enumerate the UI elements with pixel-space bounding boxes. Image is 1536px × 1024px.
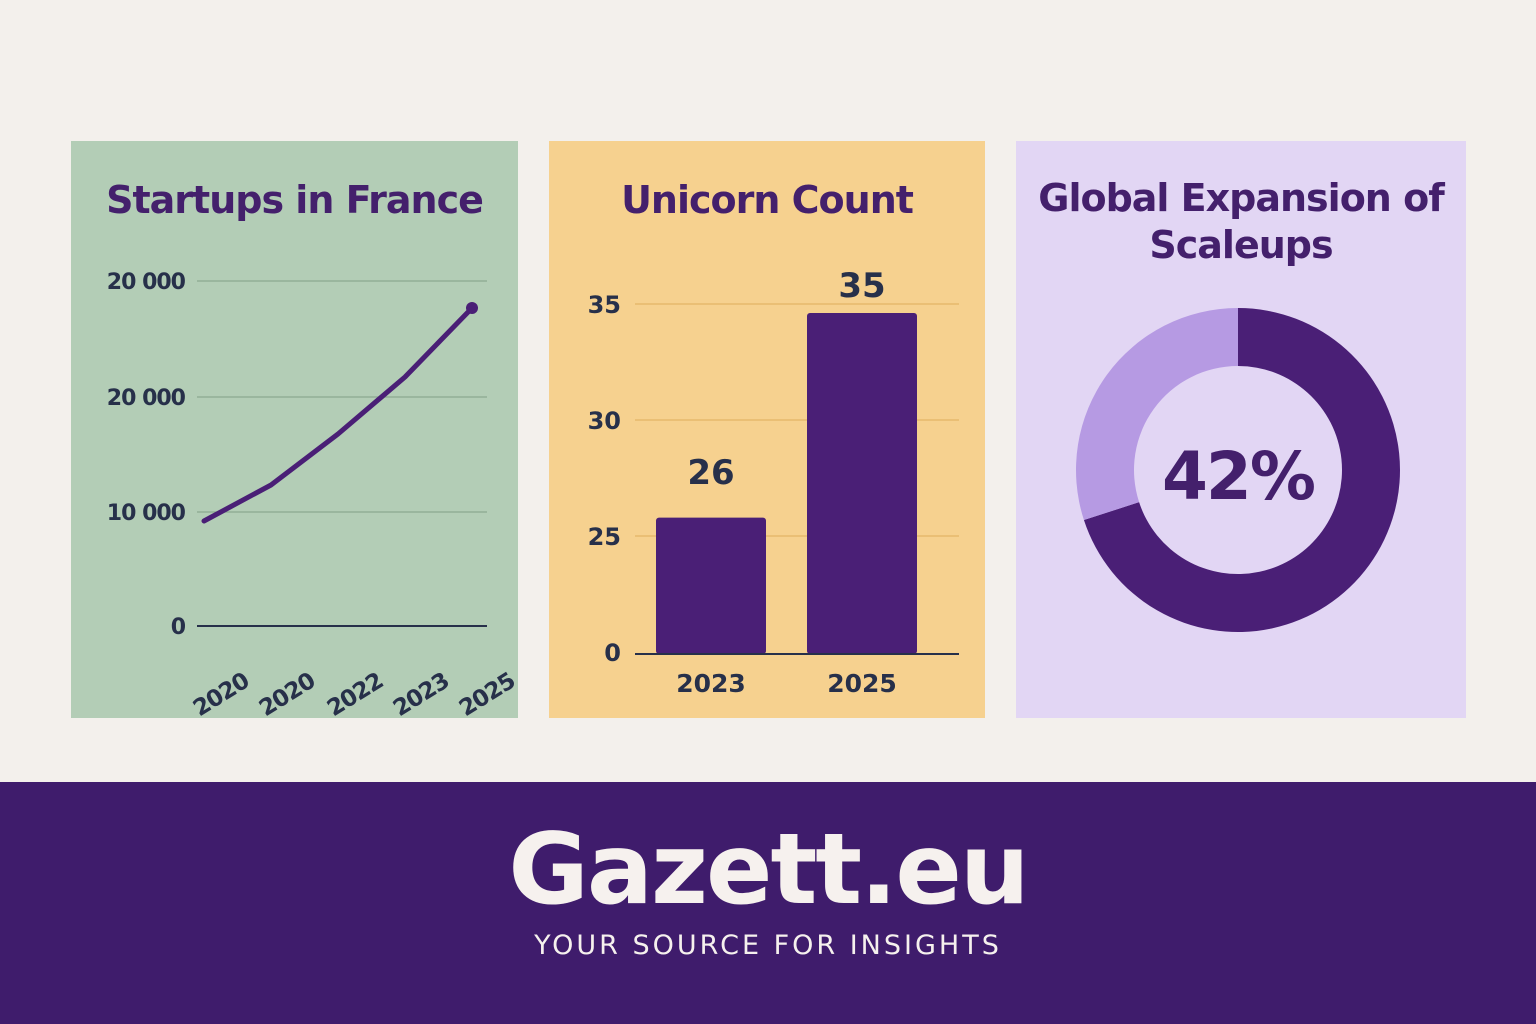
y-tick-label: 0 <box>604 639 621 667</box>
x-tick-label: 2023 <box>676 669 746 698</box>
y-tick-label: 20 000 <box>107 386 186 411</box>
x-tick-label: 2022 <box>323 668 388 718</box>
chart-title: Startups in France <box>106 178 484 222</box>
bar <box>656 517 766 654</box>
bar-value-label: 35 <box>838 266 885 306</box>
y-tick-label: 0 <box>171 615 186 640</box>
footer-banner <box>0 782 1536 1024</box>
unicorn-bar-chart: 0 25 30 35 2023 2025 26 35 <box>588 266 959 698</box>
x-tick-label: 2020 <box>189 668 254 718</box>
bar <box>807 313 917 654</box>
donut-slice <box>1076 308 1238 521</box>
donut-slice <box>1083 308 1400 632</box>
chart-title: Global Expansion of Scaleups <box>1038 176 1444 267</box>
y-tick-label: 25 <box>588 523 621 551</box>
unicorn-chart-panel: Unicorn Count 0 25 30 35 2023 2025 26 35 <box>549 141 985 718</box>
x-tick-label: 2020 <box>255 668 320 718</box>
chart-title: Unicorn Count <box>621 178 914 222</box>
startups-chart-panel: Startups in France 0 10 000 20 000 20 00… <box>71 141 518 718</box>
y-tick-label: 20 000 <box>107 270 186 295</box>
tagline: YOUR SOURCE FOR INSIGHTS <box>534 930 1002 961</box>
line-point <box>466 302 478 314</box>
x-tick-label: 2023 <box>389 668 454 718</box>
bar-value-label: 26 <box>687 453 734 493</box>
x-tick-label: 2025 <box>827 669 897 698</box>
y-tick-label: 10 000 <box>107 501 186 526</box>
y-tick-label: 35 <box>588 291 621 319</box>
scaleups-chart-panel: Global Expansion of Scaleups 42% <box>1016 141 1466 718</box>
line-series <box>201 305 475 524</box>
scaleups-donut-chart: 42% <box>1076 308 1400 632</box>
x-tick-label: 2025 <box>455 668 518 718</box>
y-tick-label: 30 <box>588 407 621 435</box>
brand-logo-text: Gazett.eu <box>508 813 1029 927</box>
donut-center-label: 42% <box>1162 438 1315 515</box>
startups-line-chart: 0 10 000 20 000 20 000 2020 2020 2022 20… <box>107 270 518 718</box>
